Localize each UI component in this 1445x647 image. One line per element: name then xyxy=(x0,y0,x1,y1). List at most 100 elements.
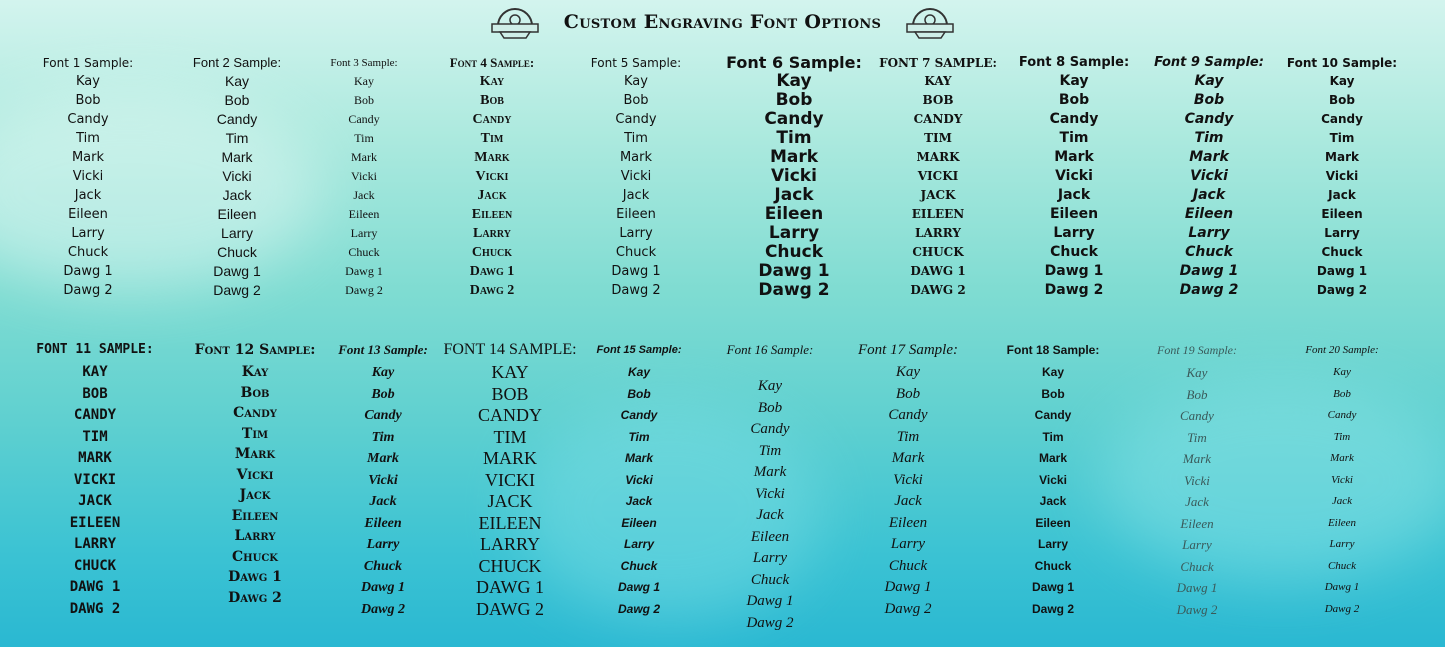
sample-name: Mark xyxy=(769,147,819,167)
sample-name: Kay xyxy=(1059,73,1089,89)
sample-name: Jack xyxy=(625,494,653,508)
font-sample-heading: Font 15 Sample: xyxy=(596,344,682,356)
font-sample-column-13: Font 13 Sample: Kay Bob Candy Tim Mark Vicki Ja… xyxy=(338,338,428,620)
sample-name: Tim xyxy=(354,131,374,145)
sample-name: Bob xyxy=(1041,386,1065,401)
sample-name: Kay xyxy=(479,74,505,89)
sample-name: Vicki xyxy=(475,169,509,184)
font-sample-heading: Font 14 Sample: xyxy=(443,341,577,358)
sample-name: Dawg 1 xyxy=(884,579,932,595)
sample-name: Tim xyxy=(225,130,249,146)
sample-name: Vicki xyxy=(755,485,785,502)
font-sample-heading: Font 11 Sample: xyxy=(36,342,154,357)
sample-name: Kay xyxy=(353,74,374,88)
sample-name: Mark xyxy=(916,150,960,164)
sample-name: Tim xyxy=(493,426,527,447)
sample-name: Tim xyxy=(82,428,108,445)
sample-name: Candy xyxy=(615,112,657,127)
sample-name: Kay xyxy=(1041,365,1064,379)
sample-name: Larry xyxy=(623,537,655,551)
sample-name: Dawg 1 xyxy=(1031,580,1074,594)
sample-name: Dawg 2 xyxy=(611,283,661,298)
sample-name: Kay xyxy=(76,74,100,89)
sample-name: Eileen xyxy=(1049,206,1099,222)
sample-name: Candy xyxy=(364,408,402,423)
font-sample-column-15: Font 15 Sample: Kay Bob Candy Tim Mark Vicki Ja… xyxy=(597,338,682,620)
font-sample-heading: Font 20 Sample: xyxy=(1305,344,1379,356)
sample-name: Candy xyxy=(477,405,542,425)
sample-name: Jack xyxy=(353,188,375,202)
sample-name: Vicki xyxy=(625,472,653,487)
sample-name: Jack xyxy=(239,487,271,503)
sample-name: Mark xyxy=(1054,149,1094,165)
font-sample-heading: Font 17 Sample: xyxy=(858,342,958,358)
sample-name: Mark xyxy=(619,150,653,165)
sample-name: Dawg 1 xyxy=(475,577,545,597)
sample-name: Mark xyxy=(1325,150,1359,164)
font-sample-column-2: Font 2 Sample: Kay Bob Candy Tim Mark Vicki Jac… xyxy=(193,54,281,300)
sample-name: Bob xyxy=(480,93,504,108)
sample-name: Dawg 1 xyxy=(1176,580,1218,595)
sample-name: Bob xyxy=(757,399,783,416)
sample-name: Mark xyxy=(234,446,276,462)
sample-name: Vicki xyxy=(1325,169,1359,183)
sample-name: Dawg 1 xyxy=(1044,263,1104,279)
sample-name: Eileen xyxy=(348,207,380,221)
font-sample-heading: Font 6 Sample: xyxy=(726,53,862,72)
sample-name: Dawg 1 xyxy=(361,580,405,595)
sample-name: Dawg 1 xyxy=(746,593,794,609)
font-sample-heading: Font 7 Sample: xyxy=(879,56,997,70)
sample-name: Mark xyxy=(1330,452,1354,464)
sample-name: Mark xyxy=(350,150,377,164)
sample-name: Eileen xyxy=(1321,207,1363,221)
sample-name: Jack xyxy=(78,493,112,509)
sample-name: Kay xyxy=(1194,73,1224,89)
sample-name: Vicki xyxy=(1184,472,1210,488)
sample-name: Eileen xyxy=(764,204,824,224)
sample-name: Chuck xyxy=(764,242,824,262)
sample-name: Jack xyxy=(487,491,533,511)
watercolor-wash xyxy=(1100,380,1445,580)
sample-name: Tim xyxy=(480,131,504,146)
sample-name: Dawg 1 xyxy=(469,264,515,279)
sample-name: Candy xyxy=(348,112,380,126)
sample-name: Eileen xyxy=(364,515,402,531)
sample-name: Mark xyxy=(474,150,510,165)
sample-name: Vicki xyxy=(620,169,652,184)
sample-name: Dawg 2 xyxy=(1176,601,1218,617)
sample-name: Bob xyxy=(922,93,954,107)
sample-name: Larry xyxy=(366,537,400,552)
sample-name: Dawg 1 xyxy=(1324,581,1360,593)
sample-name: Vicki xyxy=(236,466,274,483)
sample-name: Dawg 2 xyxy=(63,283,113,298)
sample-name: Tim xyxy=(1059,130,1089,146)
sample-name: Larry xyxy=(619,226,653,241)
sample-name: Vicki xyxy=(351,169,377,183)
sample-name: Mark xyxy=(753,464,787,480)
font-sample-heading: Font 12 Sample: xyxy=(194,342,316,358)
sample-name: Vicki xyxy=(893,471,923,488)
sample-name: Larry xyxy=(71,226,105,241)
sample-name: Jack xyxy=(1192,187,1226,203)
sample-name: Candy xyxy=(764,109,824,129)
sample-name: Dawg 2 xyxy=(746,614,794,631)
sample-name: Mark xyxy=(1189,149,1229,165)
font-sample-column-19: Font 19 Sample: Kay Bob Candy Tim Mark Vicki Ja… xyxy=(1157,338,1237,620)
sample-name: Bob xyxy=(371,386,395,402)
sample-name: Candy xyxy=(233,405,277,421)
watercolor-wash xyxy=(0,90,320,290)
sample-name: Mark xyxy=(624,451,653,465)
sample-name: Larry xyxy=(1053,225,1095,241)
sample-name: Larry xyxy=(752,550,788,566)
sample-name: Bob xyxy=(224,92,250,108)
sample-name: Chuck xyxy=(1050,244,1098,260)
sample-name: Bob xyxy=(1058,92,1090,108)
sample-name: Candy xyxy=(888,407,928,423)
sample-name: Eileen xyxy=(1180,515,1214,531)
sample-name: Candy xyxy=(750,421,790,437)
sample-name: Jack xyxy=(894,493,922,509)
sample-name: Eileen xyxy=(471,207,513,222)
sample-name: Chuck xyxy=(615,245,657,260)
sample-name: Kay xyxy=(757,378,783,394)
sample-name: Larry xyxy=(915,226,961,240)
